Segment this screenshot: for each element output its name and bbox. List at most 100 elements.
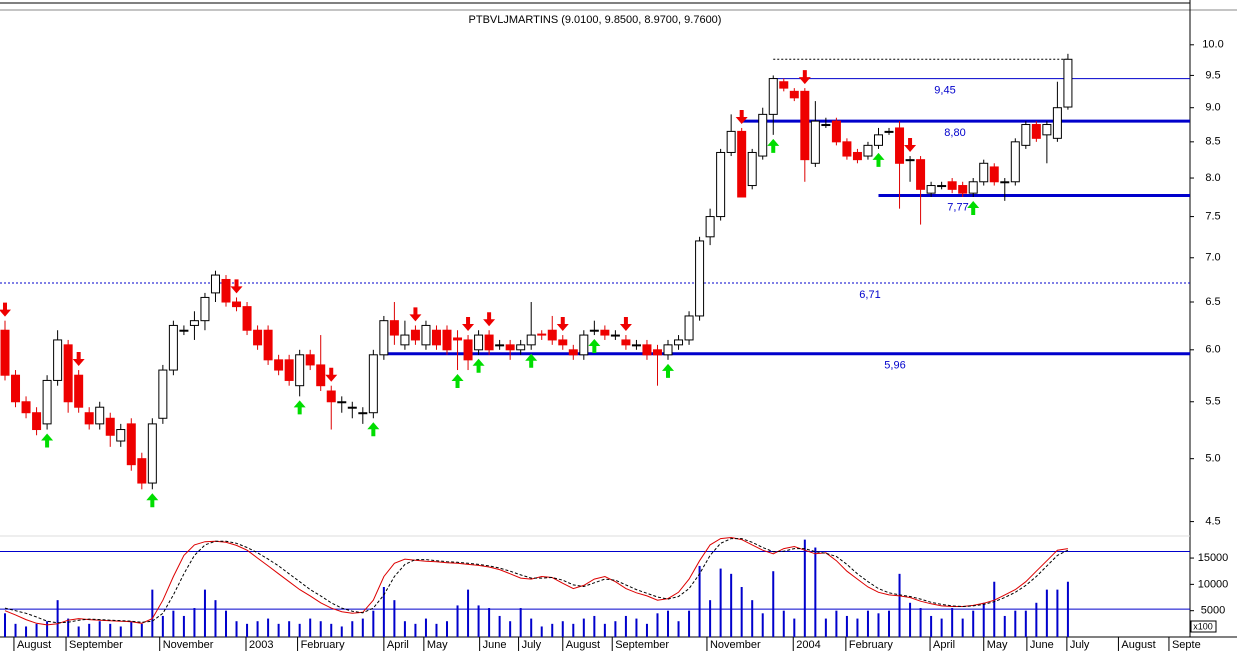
volume-bar bbox=[982, 602, 985, 637]
candle-body bbox=[958, 185, 968, 194]
volume-bar bbox=[1024, 610, 1027, 637]
volume-bar bbox=[161, 615, 164, 637]
volume-bar bbox=[793, 618, 796, 637]
volume-bar bbox=[267, 618, 270, 637]
candle-body bbox=[558, 339, 568, 346]
volume-bar bbox=[940, 618, 943, 637]
buy-arrow bbox=[293, 400, 306, 415]
candle-body bbox=[32, 412, 42, 431]
candle-body bbox=[21, 401, 31, 414]
candle-body bbox=[516, 344, 526, 351]
volume-bar bbox=[645, 623, 648, 637]
volume-bar bbox=[709, 600, 712, 637]
candle-body bbox=[168, 324, 178, 371]
volume-bar bbox=[109, 623, 112, 637]
volume-bar bbox=[203, 589, 206, 637]
candle-body bbox=[968, 181, 978, 194]
x-tick-label: February bbox=[849, 639, 894, 651]
x-tick-label: February bbox=[301, 639, 346, 651]
candle-body bbox=[326, 390, 336, 403]
x-tick-label: Septe bbox=[1172, 639, 1201, 651]
candle-body bbox=[926, 185, 936, 194]
volume-bar bbox=[835, 610, 838, 637]
volume-tick-label: 5000 bbox=[1201, 605, 1225, 617]
candle-body bbox=[474, 334, 484, 351]
candle-body bbox=[316, 364, 326, 387]
candle-body bbox=[621, 339, 631, 346]
candle-body bbox=[1000, 181, 1010, 184]
volume-bar bbox=[340, 626, 343, 637]
volume-bar bbox=[614, 621, 617, 637]
candle-body bbox=[726, 130, 736, 153]
volume-bar bbox=[1056, 589, 1059, 637]
volume-bar bbox=[972, 610, 975, 637]
level-label: 5,96 bbox=[884, 360, 905, 372]
volume-bar bbox=[3, 613, 6, 637]
buy-arrow bbox=[588, 339, 601, 354]
candle-body bbox=[1052, 107, 1062, 139]
candle-body bbox=[347, 406, 357, 409]
buy-arrow bbox=[41, 433, 54, 448]
level-label: 9,45 bbox=[934, 84, 955, 96]
candle-body bbox=[937, 185, 947, 188]
volume-bar bbox=[1014, 610, 1017, 637]
y-tick-label: 8.5 bbox=[1205, 136, 1220, 148]
volume-bar bbox=[98, 621, 101, 637]
sell-arrow bbox=[904, 138, 917, 153]
volume-bar bbox=[214, 600, 217, 637]
x-tick-label: May bbox=[987, 639, 1008, 651]
candle-body bbox=[579, 334, 589, 356]
candle-body bbox=[589, 329, 599, 332]
chart-title: PTBVLJMARTINS (9.0100, 9.8500, 8.9700, 9… bbox=[469, 14, 722, 26]
x-tick-label: July bbox=[1070, 639, 1090, 651]
candle-body bbox=[337, 401, 347, 404]
volume-bar bbox=[88, 623, 91, 637]
volume-bar bbox=[803, 539, 806, 637]
x-tick-label: June bbox=[1030, 639, 1054, 651]
volume-bar bbox=[782, 610, 785, 637]
candle-body bbox=[800, 90, 810, 161]
candle-body bbox=[105, 417, 115, 436]
x-tick-label: September bbox=[615, 639, 669, 651]
candle-body bbox=[84, 412, 94, 425]
volume-bar bbox=[561, 621, 564, 637]
volume-bar bbox=[319, 621, 322, 637]
volume-bar bbox=[656, 613, 659, 637]
sell-arrow bbox=[72, 352, 85, 367]
volume-bar bbox=[509, 621, 512, 637]
candle-body bbox=[126, 423, 136, 466]
volume-bar bbox=[866, 610, 869, 637]
volume-bar bbox=[930, 615, 933, 637]
candle-body bbox=[442, 329, 452, 351]
level-label: 6,71 bbox=[859, 289, 880, 301]
candle-body bbox=[453, 337, 463, 341]
candle-body bbox=[705, 216, 715, 238]
volume-bar bbox=[1045, 589, 1048, 637]
volume-bar bbox=[467, 589, 470, 637]
volume-bar bbox=[246, 623, 249, 637]
candle-body bbox=[758, 113, 768, 157]
candle-body bbox=[210, 274, 220, 294]
volume-bar bbox=[824, 618, 827, 637]
buy-arrow bbox=[146, 493, 159, 508]
candle-body bbox=[232, 301, 242, 308]
volume-bar bbox=[382, 587, 385, 637]
volume-bar bbox=[193, 608, 196, 637]
candle-body bbox=[716, 151, 726, 218]
y-tick-label: 5.5 bbox=[1205, 396, 1220, 408]
x-tick-label: June bbox=[483, 639, 507, 651]
candle-body bbox=[852, 151, 862, 161]
y-tick-label: 7.0 bbox=[1205, 252, 1220, 264]
volume-bar bbox=[424, 618, 427, 637]
volume-bar bbox=[688, 610, 691, 637]
sell-arrow bbox=[619, 317, 632, 332]
candle-body bbox=[1042, 124, 1052, 136]
candle-body bbox=[463, 339, 473, 361]
volume-bar bbox=[35, 623, 38, 637]
sell-arrow bbox=[735, 109, 748, 124]
x-tick-label: April bbox=[933, 639, 955, 651]
candle-body bbox=[810, 120, 820, 164]
candle-body bbox=[831, 120, 841, 143]
